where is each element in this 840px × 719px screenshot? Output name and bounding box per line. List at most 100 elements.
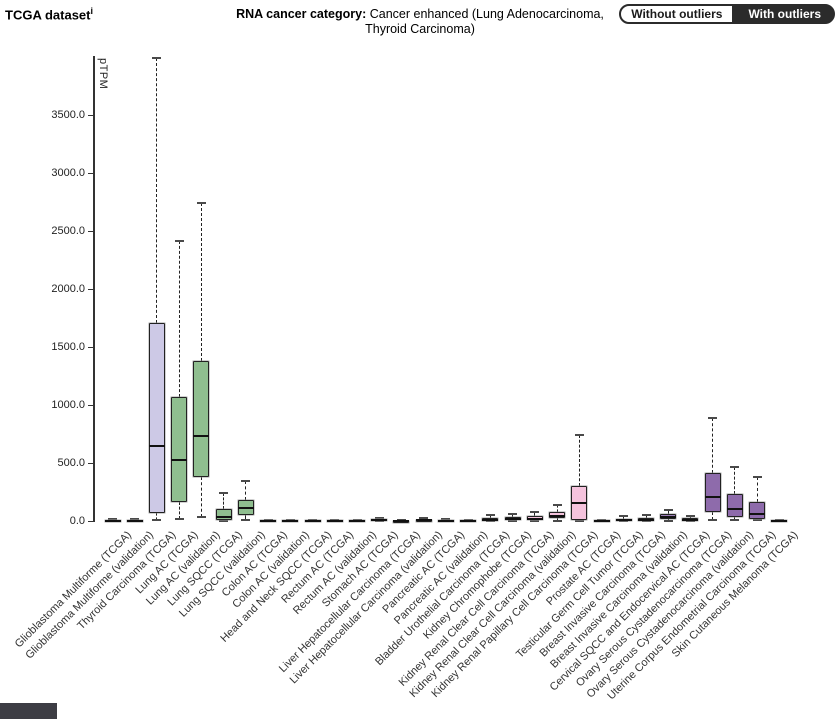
upper-whisker <box>178 241 180 397</box>
median-line <box>682 519 699 522</box>
upper-whisker-cap <box>263 518 273 521</box>
page-title: TCGA dataseti <box>5 6 93 22</box>
y-axis-tick-label: 500.0 <box>57 457 85 469</box>
lower-whisker-cap <box>752 519 762 522</box>
lower-whisker-cap <box>574 519 584 522</box>
rna-cancer-category-label: RNA cancer category: <box>236 7 367 21</box>
outliers-toggle: Without outliers With outliers <box>619 4 835 24</box>
median-line <box>260 519 277 522</box>
upper-whisker-cap <box>552 503 562 506</box>
y-axis-tick-label: 3000.0 <box>51 167 85 179</box>
box-plot-box[interactable] <box>171 396 188 503</box>
upper-whisker-cap <box>730 466 740 469</box>
without-outliers-button[interactable]: Without outliers <box>619 4 735 24</box>
upper-whisker <box>734 467 736 494</box>
median-line <box>326 519 343 522</box>
with-outliers-button[interactable]: With outliers <box>734 4 835 24</box>
y-axis-tick <box>88 231 93 232</box>
lower-whisker-cap <box>152 519 162 522</box>
y-axis-tick-label: 1500.0 <box>51 341 85 353</box>
lower-whisker-cap <box>552 519 562 522</box>
x-axis-category-label: Glioblastoma Multiforme (validation) <box>23 529 157 662</box>
lower-whisker-cap <box>730 518 740 521</box>
dataset-title-text: TCGA dataset <box>5 7 91 23</box>
median-line <box>615 519 632 522</box>
upper-whisker-cap <box>241 479 251 482</box>
upper-whisker <box>489 515 491 519</box>
horizontal-scrollbar-thumb[interactable] <box>0 703 57 719</box>
y-axis-tick <box>88 115 93 116</box>
median-line <box>104 519 121 522</box>
y-axis-label: pTPM <box>97 58 109 90</box>
y-axis-tick <box>88 463 93 464</box>
median-line <box>526 517 543 520</box>
upper-whisker <box>200 203 202 361</box>
box-plot-box[interactable] <box>215 509 232 521</box>
median-line <box>349 519 366 522</box>
upper-whisker <box>712 417 714 473</box>
upper-whisker-cap <box>641 513 651 516</box>
upper-whisker-cap <box>196 202 206 205</box>
upper-whisker <box>756 476 758 502</box>
upper-whisker <box>223 493 225 510</box>
box-plot-box[interactable] <box>704 472 721 512</box>
box-plot-box[interactable] <box>193 360 210 477</box>
median-line <box>371 519 388 522</box>
median-line <box>126 519 143 522</box>
median-line <box>437 519 454 522</box>
median-line <box>393 519 410 522</box>
upper-whisker <box>156 58 158 323</box>
upper-whisker-cap <box>108 518 117 521</box>
median-line <box>749 513 766 516</box>
upper-whisker-cap <box>308 518 318 521</box>
box-plot-box[interactable] <box>148 322 165 513</box>
y-axis-tick-label: 0.0 <box>69 515 85 527</box>
upper-whisker-cap <box>174 240 184 243</box>
y-axis-tick <box>88 521 93 522</box>
lower-whisker <box>178 502 180 520</box>
lower-whisker-cap <box>219 519 229 522</box>
y-axis-line <box>93 56 95 522</box>
y-axis-tick-label: 1000.0 <box>51 399 85 411</box>
median-line <box>504 517 521 520</box>
upper-whisker-cap <box>374 516 384 519</box>
upper-whisker-cap <box>752 475 762 478</box>
upper-whisker-cap <box>663 508 673 511</box>
box-plot-box[interactable] <box>726 493 743 517</box>
median-line <box>593 519 610 522</box>
info-superscript-icon[interactable]: i <box>90 6 93 16</box>
median-line <box>638 518 655 521</box>
upper-whisker-cap <box>530 510 540 513</box>
upper-whisker <box>667 509 669 515</box>
median-line <box>304 519 321 522</box>
y-axis-tick <box>88 289 93 290</box>
upper-whisker-cap <box>485 514 495 517</box>
median-line <box>460 519 477 522</box>
box-plot-box[interactable] <box>749 501 766 520</box>
lower-whisker-cap <box>485 520 495 522</box>
upper-whisker <box>556 504 558 512</box>
rna-cancer-category-value: Cancer enhanced (Lung Adenocarcinoma, Th… <box>365 7 604 36</box>
lower-whisker-cap <box>174 518 184 521</box>
lower-whisker-cap <box>663 519 673 522</box>
y-axis-tick <box>88 405 93 406</box>
median-line <box>726 507 743 510</box>
lower-whisker-cap <box>508 519 518 522</box>
upper-whisker <box>689 515 691 519</box>
lower-whisker <box>200 476 202 517</box>
upper-whisker-cap <box>574 434 584 437</box>
median-line <box>415 519 432 522</box>
lower-whisker-cap <box>241 518 251 521</box>
lower-whisker-cap <box>708 518 718 521</box>
lower-whisker-cap <box>196 515 206 518</box>
median-line <box>482 518 499 521</box>
median-line <box>571 502 588 505</box>
median-line <box>215 516 232 519</box>
lower-whisker <box>712 511 714 520</box>
upper-whisker-cap <box>419 516 429 519</box>
median-line <box>771 519 788 522</box>
lower-whisker-cap <box>530 519 540 522</box>
y-axis-tick-label: 2000.0 <box>51 283 85 295</box>
upper-whisker-cap <box>508 513 518 516</box>
